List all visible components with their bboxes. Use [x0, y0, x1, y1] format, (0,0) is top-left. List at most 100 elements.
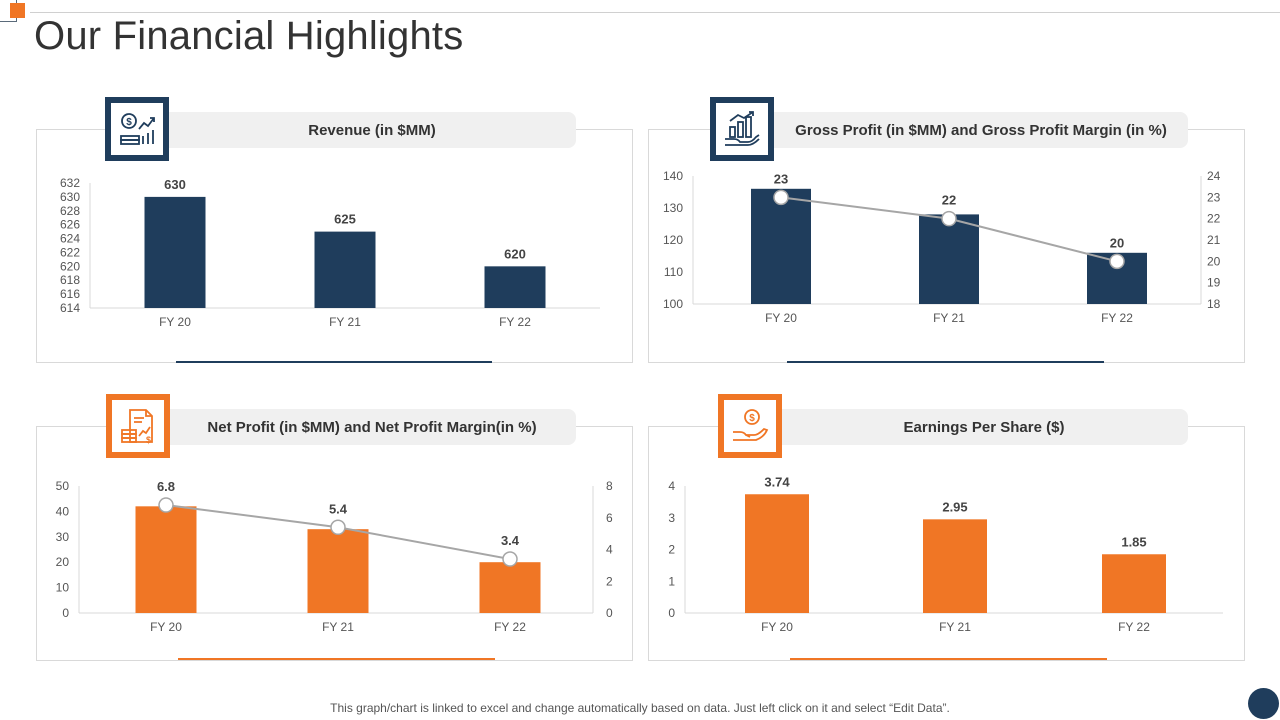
- y-tick-label: 130: [663, 201, 683, 215]
- line-point: [1109, 253, 1125, 270]
- y-tick-label: 622: [60, 245, 80, 259]
- x-tick-label: FY 22: [499, 315, 531, 329]
- y2-tick-label: 19: [1207, 276, 1221, 290]
- y-tick-label: 120: [663, 233, 683, 247]
- bar: [484, 266, 546, 308]
- net-profit-title: Net Profit (in $MM) and Net Profit Margi…: [168, 409, 576, 445]
- growth-hand-icon: [710, 97, 774, 161]
- svg-text:$: $: [749, 413, 755, 424]
- x-tick-label: FY 20: [761, 620, 793, 634]
- y-tick-label: 10: [56, 581, 70, 595]
- corner-orange-square: [10, 3, 25, 18]
- x-tick-label: FY 21: [933, 311, 965, 325]
- y-tick-label: 624: [60, 232, 80, 246]
- bar: [745, 494, 809, 613]
- x-tick-label: FY 22: [1101, 311, 1133, 325]
- data-label: 22: [942, 193, 956, 208]
- revenue-title: Revenue (in $MM): [168, 112, 576, 148]
- y-tick-label: 40: [56, 504, 70, 518]
- gross-profit-accent: [787, 361, 1104, 363]
- line-point: [330, 519, 346, 536]
- line-point: [158, 497, 174, 513]
- y-tick-label: 616: [60, 287, 80, 301]
- y-tick-label: 4: [668, 479, 675, 493]
- bar: [135, 506, 197, 613]
- y-tick-label: 110: [664, 265, 683, 279]
- data-label: 630: [164, 177, 186, 192]
- y-tick-label: 0: [668, 606, 675, 620]
- data-label: 3.74: [764, 474, 790, 489]
- line-point: [941, 210, 957, 227]
- y2-tick-label: 23: [1207, 190, 1221, 204]
- bar: [314, 231, 376, 308]
- y-tick-label: 20: [56, 555, 70, 569]
- page-title: Our Financial Highlights: [34, 14, 464, 58]
- svg-text:$: $: [146, 435, 151, 445]
- data-label: 23: [774, 171, 788, 186]
- y-tick-label: 0: [62, 606, 69, 620]
- financial-document-icon: $: [106, 394, 170, 458]
- top-rule: [30, 12, 1280, 13]
- line-point: [502, 551, 518, 567]
- money-growth-icon: $: [105, 97, 169, 161]
- x-tick-label: FY 20: [150, 620, 182, 634]
- data-label: 20: [1110, 235, 1124, 250]
- x-tick-label: FY 20: [765, 311, 797, 325]
- eps-accent: [790, 658, 1107, 660]
- y2-tick-label: 6: [606, 511, 613, 525]
- y-tick-label: 630: [60, 190, 80, 204]
- page-indicator-dot: [1248, 688, 1279, 719]
- bar: [479, 562, 541, 613]
- data-label: 2.95: [942, 499, 967, 514]
- footer-note: This graph/chart is linked to excel and …: [330, 701, 950, 715]
- y-tick-label: 140: [663, 169, 683, 183]
- net-profit-accent: [178, 658, 495, 660]
- y-tick-label: 620: [60, 259, 80, 273]
- y2-tick-label: 24: [1207, 169, 1221, 183]
- eps-title: Earnings Per Share ($): [780, 409, 1188, 445]
- bar: [307, 529, 369, 613]
- bar: [1102, 554, 1166, 613]
- line-point: [773, 189, 789, 206]
- data-label: 620: [504, 246, 526, 261]
- x-tick-label: FY 21: [329, 315, 361, 329]
- data-label: 5.4: [329, 501, 348, 516]
- y-tick-label: 628: [60, 204, 80, 218]
- y2-tick-label: 8: [606, 479, 613, 493]
- gross-profit-chart[interactable]: 100 110 120 130 140 FY 20 FY 21 FY 22 18 19 20 21 22…: [648, 160, 1245, 360]
- bar: [919, 214, 979, 304]
- x-tick-label: FY 22: [494, 620, 526, 634]
- gross-profit-title: Gross Profit (in $MM) and Gross Profit M…: [774, 112, 1188, 148]
- hand-coin-icon: $: [718, 394, 782, 458]
- data-label: 3.4: [501, 533, 520, 548]
- y2-tick-label: 22: [1207, 212, 1221, 226]
- data-label: 6.8: [157, 479, 175, 494]
- bar: [144, 196, 206, 308]
- y2-tick-label: 20: [1207, 254, 1221, 268]
- svg-text:$: $: [126, 117, 132, 128]
- y2-tick-label: 18: [1207, 297, 1221, 311]
- y-tick-label: 1: [668, 574, 675, 588]
- x-tick-label: FY 21: [322, 620, 354, 634]
- data-label: 625: [334, 212, 356, 227]
- y-tick-label: 614: [60, 301, 80, 315]
- y-tick-label: 50: [56, 479, 70, 493]
- y2-tick-label: 0: [606, 606, 613, 620]
- data-label: 1.85: [1121, 534, 1146, 549]
- y-tick-label: 3: [668, 511, 675, 525]
- y-tick-label: 632: [60, 176, 80, 190]
- x-tick-label: FY 20: [159, 315, 191, 329]
- net-profit-chart[interactable]: 0 10 20 30 40 50 FY 20 FY 21 FY 22 0 2 4 6 8 6.8 5.4 3.4: [36, 470, 633, 670]
- bar: [751, 188, 811, 304]
- y-tick-label: 2: [668, 543, 675, 557]
- eps-chart[interactable]: 0 1 2 3 4 FY 20 FY 21 FY 22 3.74 2.95 1.85: [648, 470, 1245, 670]
- revenue-accent: [176, 361, 492, 363]
- y-tick-label: 618: [60, 273, 80, 287]
- x-tick-label: FY 21: [939, 620, 971, 634]
- y-tick-label: 100: [663, 297, 683, 311]
- y2-tick-label: 21: [1207, 233, 1221, 247]
- y2-tick-label: 4: [606, 543, 613, 557]
- bar: [923, 519, 987, 613]
- y-tick-label: 626: [60, 218, 80, 232]
